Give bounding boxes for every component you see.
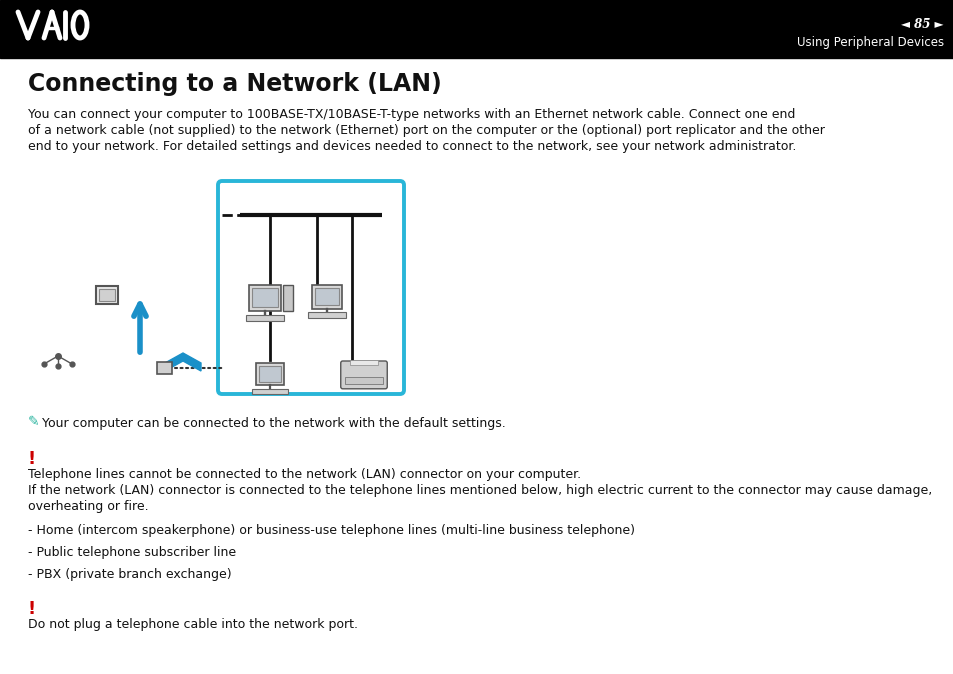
Bar — [246, 315, 283, 321]
Bar — [282, 285, 293, 311]
Text: end to your network. For detailed settings and devices needed to connect to the : end to your network. For detailed settin… — [28, 140, 796, 153]
Bar — [252, 288, 277, 307]
Text: ◄ 85 ►: ◄ 85 ► — [901, 18, 943, 31]
Text: Connecting to a Network (LAN): Connecting to a Network (LAN) — [28, 72, 441, 96]
Bar — [314, 288, 338, 305]
Text: ✎: ✎ — [28, 415, 40, 429]
Bar — [344, 377, 383, 384]
Text: If the network (LAN) connector is connected to the telephone lines mentioned bel: If the network (LAN) connector is connec… — [28, 484, 931, 497]
Bar — [0, 0, 953, 58]
Bar — [99, 289, 115, 301]
Bar — [255, 363, 284, 386]
Bar — [253, 389, 287, 394]
FancyBboxPatch shape — [340, 361, 387, 389]
Bar — [96, 286, 118, 304]
Bar — [157, 362, 172, 374]
Text: Do not plug a telephone cable into the network port.: Do not plug a telephone cable into the n… — [28, 618, 357, 631]
Text: You can connect your computer to 100BASE-TX/10BASE-T-type networks with an Ether: You can connect your computer to 100BASE… — [28, 108, 795, 121]
Bar — [312, 285, 342, 309]
Bar — [249, 285, 281, 311]
Text: overheating or fire.: overheating or fire. — [28, 500, 149, 513]
Text: - Public telephone subscriber line: - Public telephone subscriber line — [28, 546, 236, 559]
Text: Your computer can be connected to the network with the default settings.: Your computer can be connected to the ne… — [42, 417, 505, 430]
Polygon shape — [165, 353, 201, 371]
Bar — [258, 366, 281, 382]
Text: !: ! — [28, 600, 36, 618]
Text: Using Peripheral Devices: Using Peripheral Devices — [796, 36, 943, 49]
Text: Telephone lines cannot be connected to the network (LAN) connector on your compu: Telephone lines cannot be connected to t… — [28, 468, 580, 481]
Bar — [308, 312, 345, 318]
Text: of a network cable (not supplied) to the network (Ethernet) port on the computer: of a network cable (not supplied) to the… — [28, 124, 824, 137]
Text: - PBX (private branch exchange): - PBX (private branch exchange) — [28, 568, 232, 581]
Text: !: ! — [28, 450, 36, 468]
FancyBboxPatch shape — [218, 181, 403, 394]
Bar — [350, 360, 377, 365]
Text: - Home (intercom speakerphone) or business-use telephone lines (multi-line busin: - Home (intercom speakerphone) or busine… — [28, 524, 635, 537]
